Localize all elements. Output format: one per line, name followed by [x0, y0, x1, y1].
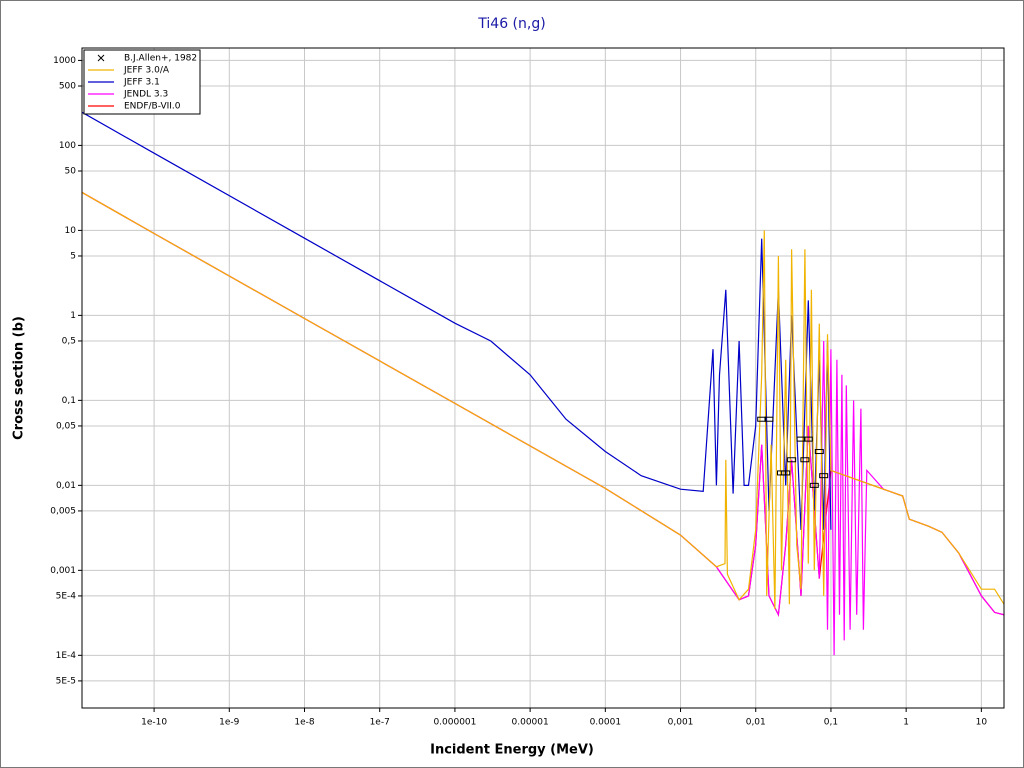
- y-tick-label: 0,1: [62, 396, 76, 406]
- y-tick-label: 0,05: [56, 421, 76, 431]
- legend-label: ENDF/B-VII.0: [124, 102, 181, 112]
- data-point: [757, 416, 767, 422]
- x-axis-label: Incident Energy (MeV): [430, 743, 594, 758]
- y-tick-label: 0,001: [50, 566, 76, 576]
- chart-title: Ti46 (n,g): [477, 16, 545, 32]
- x-tick-label: 1: [903, 718, 909, 728]
- y-tick-label: 0,5: [62, 336, 76, 346]
- data-point: [764, 416, 774, 422]
- y-tick-label: 5E-4: [56, 591, 77, 601]
- y-tick-label: 100: [59, 141, 76, 151]
- y-tick-label: 1: [70, 311, 76, 321]
- data-point: [814, 449, 824, 455]
- data-point: [800, 457, 810, 463]
- y-axis-label: Cross section (b): [12, 316, 27, 440]
- y-tick-label: 500: [59, 82, 76, 92]
- x-tick-label: 0,01: [746, 718, 766, 728]
- y-tick-label: 50: [65, 166, 77, 176]
- y-tick-label: 0,01: [56, 481, 76, 491]
- plot-area: [82, 111, 1004, 656]
- x-tick-label: 0.000001: [433, 718, 476, 728]
- data-point: [809, 482, 819, 488]
- data-point: [781, 470, 791, 476]
- legend-label: JEFF 3.0/A: [123, 66, 170, 76]
- x-tick-label: 0,001: [668, 718, 694, 728]
- x-tick-label: 10: [976, 718, 988, 728]
- y-tick-label: 1E-4: [56, 651, 77, 661]
- data-point: [796, 436, 806, 442]
- x-tick-label: 1e-8: [294, 718, 315, 728]
- y-tick-label: 1000: [53, 56, 76, 66]
- x-tick-label: 0.0001: [590, 718, 622, 728]
- y-tick-label: 10: [65, 226, 77, 236]
- data-point: [787, 457, 797, 463]
- y-tick-label: 0,005: [50, 506, 76, 516]
- x-tick-label: 1e-10: [141, 718, 167, 728]
- legend-marker: [97, 54, 105, 62]
- series-line: [82, 191, 1004, 610]
- plot-frame: [81, 47, 1005, 709]
- x-tick-label: 1e-9: [219, 718, 240, 728]
- y-tick-label: 5E-5: [56, 676, 76, 686]
- data-point: [819, 473, 829, 479]
- legend-label: JENDL 3.3: [123, 90, 168, 100]
- data-point: [803, 436, 813, 442]
- x-tick-label: 1e-7: [370, 718, 390, 728]
- x-tick-label: 0,1: [824, 718, 838, 728]
- legend-label: B.J.Allen+, 1982: [124, 54, 197, 64]
- series-line: [82, 111, 832, 530]
- x-tick-label: 0.00001: [512, 718, 549, 728]
- y-tick-label: 5: [70, 251, 76, 261]
- legend-label: JEFF 3.1: [123, 78, 160, 88]
